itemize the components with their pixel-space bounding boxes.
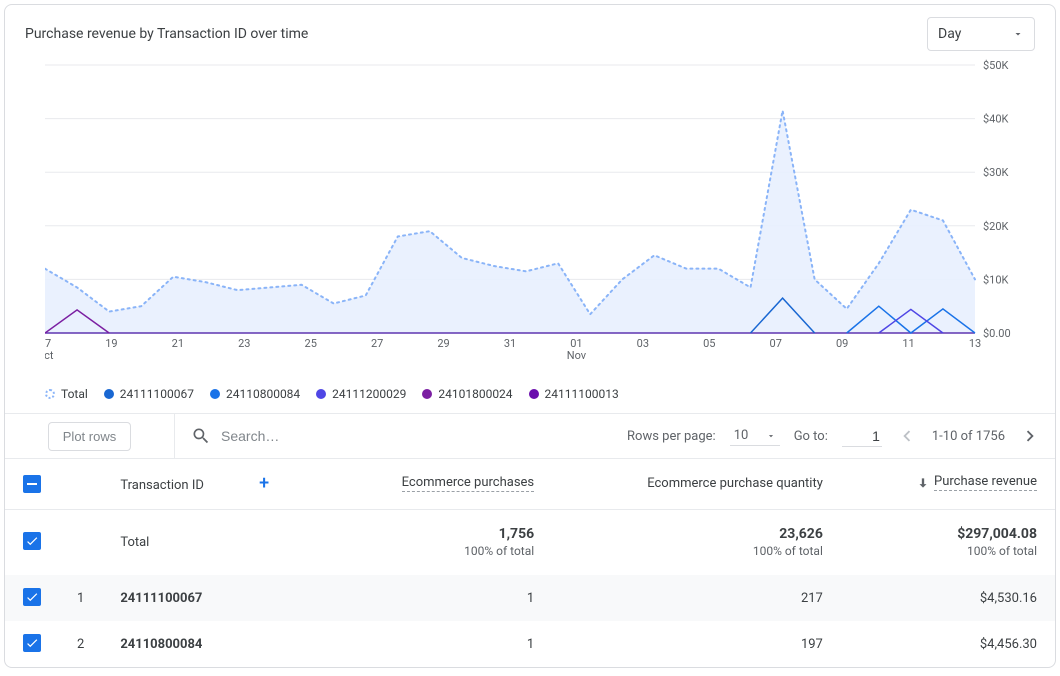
totals-label: Total [102, 509, 322, 575]
svg-text:21: 21 [172, 337, 184, 350]
svg-text:25: 25 [305, 337, 317, 350]
svg-text:09: 09 [836, 337, 848, 350]
svg-text:$50K: $50K [983, 59, 1009, 72]
totals-ecom-qty: 23,626 [570, 526, 823, 542]
chevron-left-icon [896, 425, 918, 447]
next-page-button[interactable] [1019, 425, 1041, 447]
card-title: Purchase revenue by Transaction ID over … [25, 26, 308, 42]
table-toolbar: Plot rows Rows per page: 10 Go to: 1-10 … [5, 413, 1055, 459]
add-dimension-button[interactable]: + [259, 473, 269, 494]
plot-rows-button[interactable]: Plot rows [48, 422, 131, 451]
svg-text:$30K: $30K [983, 166, 1009, 179]
row-purchases: 1 [322, 621, 552, 667]
svg-text:23: 23 [238, 337, 250, 350]
row-index: 2 [59, 621, 102, 667]
pagination-range: 1-10 of 1756 [932, 429, 1005, 444]
row-checkbox[interactable] [23, 634, 41, 652]
legend-label: 24101800024 [438, 387, 512, 401]
granularity-dropdown[interactable]: Day [927, 17, 1035, 51]
table-row[interactable]: 2 24110800084 1 197 $4,456.30 [5, 621, 1055, 667]
svg-text:05: 05 [703, 337, 715, 350]
data-table: Transaction ID + Ecommerce purchases Eco… [5, 459, 1055, 667]
chevron-down-icon [766, 431, 776, 441]
row-checkbox[interactable] [23, 588, 41, 606]
row-qty: 217 [552, 575, 841, 621]
svg-text:07: 07 [770, 337, 782, 350]
prev-page-button[interactable] [896, 425, 918, 447]
row-purchases: 1 [322, 575, 552, 621]
rows-per-page-select[interactable]: 10 [730, 426, 780, 446]
legend-swatch [529, 389, 539, 399]
column-header-transaction-id[interactable]: Transaction ID [120, 478, 204, 493]
legend-label: 24110800084 [226, 387, 300, 401]
legend-label: 24111100067 [120, 387, 194, 401]
rows-per-page-label: Rows per page: [627, 429, 716, 444]
svg-text:$0.00: $0.00 [983, 327, 1011, 340]
legend-label: 24111200029 [332, 387, 406, 401]
svg-text:Nov: Nov [567, 349, 587, 362]
goto-label: Go to: [794, 429, 828, 444]
revenue-chart: $0.00$10K$20K$30K$40K$50K17Oct1921232527… [45, 59, 1025, 369]
legend-label: 24111100013 [545, 387, 619, 401]
svg-text:19: 19 [105, 337, 117, 350]
row-revenue: $4,530.16 [841, 575, 1055, 621]
row-tx-id: 24110800084 [102, 621, 322, 667]
svg-text:13: 13 [969, 337, 981, 350]
svg-text:27: 27 [371, 337, 383, 350]
column-header-revenue[interactable]: Purchase revenue [934, 474, 1037, 491]
search-input[interactable] [221, 428, 421, 444]
svg-text:Oct: Oct [45, 349, 54, 362]
svg-text:29: 29 [437, 337, 449, 350]
row-revenue: $4,456.30 [841, 621, 1055, 667]
svg-text:$40K: $40K [983, 113, 1009, 126]
totals-ecom-purchases-sub: 100% of total [340, 544, 534, 558]
row-qty: 197 [552, 621, 841, 667]
chevron-right-icon [1019, 425, 1041, 447]
row-checkbox[interactable] [23, 532, 41, 550]
rows-per-page-value: 10 [734, 428, 749, 443]
legend-item[interactable]: 24101800024 [422, 387, 512, 401]
legend-item[interactable]: 24111200029 [316, 387, 406, 401]
totals-revenue: $297,004.08 [859, 526, 1037, 542]
granularity-label: Day [938, 26, 961, 42]
svg-text:$20K: $20K [983, 220, 1009, 233]
svg-text:31: 31 [504, 337, 516, 350]
legend-label: Total [61, 387, 88, 401]
svg-text:$10K: $10K [983, 273, 1009, 286]
select-all-checkbox[interactable] [23, 475, 41, 493]
totals-revenue-sub: 100% of total [859, 544, 1037, 558]
column-header-ecom-qty[interactable]: Ecommerce purchase quantity [647, 476, 823, 491]
chart-area: $0.00$10K$20K$30K$40K$50K17Oct1921232527… [5, 59, 1055, 373]
legend-item-total[interactable]: Total [45, 387, 88, 401]
goto-input[interactable] [842, 426, 882, 447]
legend-swatch [210, 389, 220, 399]
totals-ecom-purchases: 1,756 [340, 526, 534, 542]
legend-swatch [422, 389, 432, 399]
totals-ecom-qty-sub: 100% of total [570, 544, 823, 558]
sort-desc-icon [916, 476, 930, 490]
legend-item[interactable]: 24111100067 [104, 387, 194, 401]
svg-text:11: 11 [902, 337, 914, 350]
row-tx-id: 24111100067 [102, 575, 322, 621]
row-index: 1 [59, 575, 102, 621]
column-header-ecom-purchases[interactable]: Ecommerce purchases [402, 475, 535, 492]
table-row[interactable]: 1 24111100067 1 217 $4,530.16 [5, 575, 1055, 621]
legend-item[interactable]: 24111100013 [529, 387, 619, 401]
chevron-down-icon [1012, 28, 1024, 40]
chart-legend: Total 24111100067 24110800084 2411120002… [5, 373, 1055, 413]
legend-swatch [104, 389, 114, 399]
legend-swatch [316, 389, 326, 399]
search-icon [191, 426, 211, 446]
svg-text:03: 03 [637, 337, 649, 350]
legend-item[interactable]: 24110800084 [210, 387, 300, 401]
totals-row: Total 1,756 100% of total 23,626 100% of… [5, 509, 1055, 575]
legend-swatch-total [45, 389, 55, 399]
